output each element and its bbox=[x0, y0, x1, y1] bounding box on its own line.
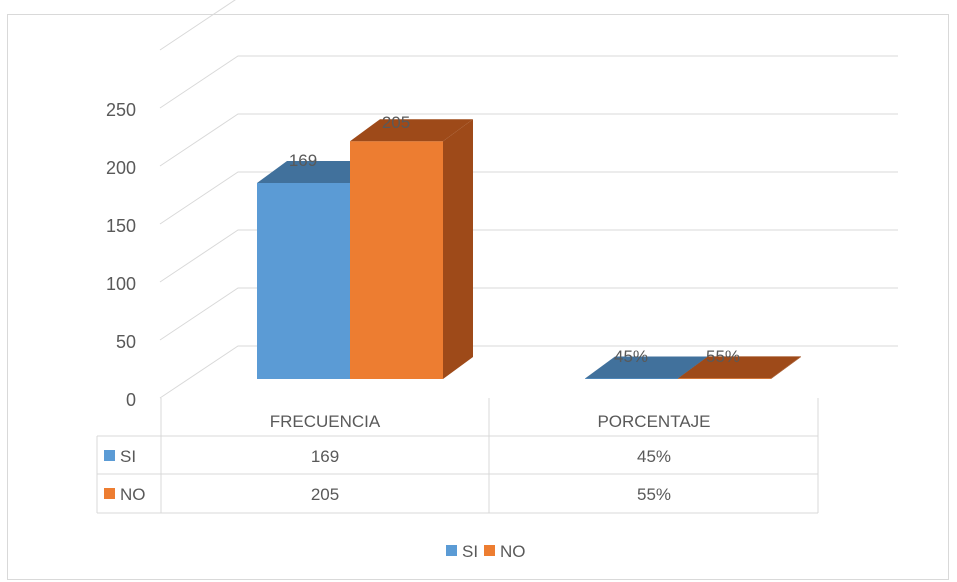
legend-key-no bbox=[484, 545, 495, 556]
y-tick-label: 0 bbox=[126, 390, 136, 410]
y-tick-label: 250 bbox=[106, 100, 136, 120]
gridline bbox=[160, 114, 898, 166]
y-tick-label: 200 bbox=[106, 158, 136, 178]
bar-si-frecuencia bbox=[257, 183, 350, 379]
y-tick-label: 150 bbox=[106, 216, 136, 236]
bar-side-no-frecuencia bbox=[443, 119, 473, 379]
y-tick-label: 100 bbox=[106, 274, 136, 294]
legend: SI NO bbox=[446, 542, 526, 561]
table-legend-key-no bbox=[104, 488, 115, 499]
bar-no-frecuencia bbox=[350, 141, 443, 379]
gridline bbox=[160, 56, 898, 108]
bar-label-si-porcentaje: 45% bbox=[614, 347, 648, 366]
table-cell: 55% bbox=[637, 485, 671, 504]
gridline bbox=[160, 0, 898, 50]
legend-label-no: NO bbox=[500, 542, 526, 561]
bar-label-si-frecuencia: 169 bbox=[289, 151, 317, 170]
y-tick-label: 50 bbox=[116, 332, 136, 352]
bar-no-porcentaje bbox=[678, 378, 771, 379]
bar-si-porcentaje bbox=[585, 378, 678, 379]
bars bbox=[257, 119, 801, 379]
legend-label-si: SI bbox=[462, 542, 478, 561]
table-header-frecuencia: FRECUENCIA bbox=[270, 412, 381, 431]
table-row-label-no: NO bbox=[120, 485, 146, 504]
table-legend-key-si bbox=[104, 450, 115, 461]
table-row-label-si: SI bbox=[120, 447, 136, 466]
bar-label-no-frecuencia: 205 bbox=[382, 113, 410, 132]
table-cell: 169 bbox=[311, 447, 339, 466]
table-cell: 45% bbox=[637, 447, 671, 466]
bar-label-no-porcentaje: 55% bbox=[706, 347, 740, 366]
table-header-porcentaje: PORCENTAJE bbox=[597, 412, 710, 431]
legend-key-si bbox=[446, 545, 457, 556]
table-cell: 205 bbox=[311, 485, 339, 504]
y-axis-ticks: 0 50 100 150 200 250 bbox=[106, 100, 136, 410]
